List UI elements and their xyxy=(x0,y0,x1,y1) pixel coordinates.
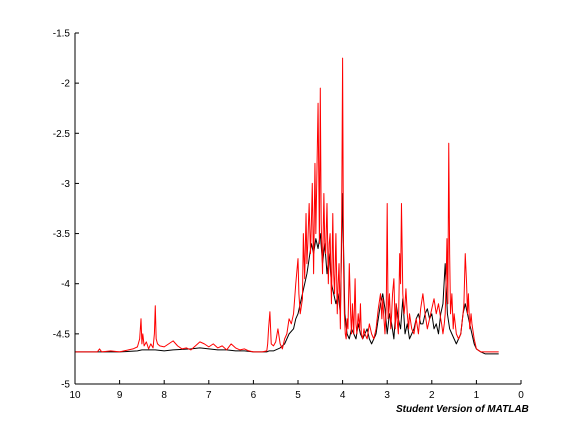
x-tick-label: 8 xyxy=(161,390,167,401)
y-tick-label: -2.5 xyxy=(53,129,71,140)
x-tick-label: 0 xyxy=(518,390,524,401)
y-tick-label: -5 xyxy=(61,380,70,391)
y-tick-label: -4 xyxy=(61,279,70,290)
series-layer xyxy=(75,57,499,355)
plot-area xyxy=(75,33,521,384)
x-tick-label: 4 xyxy=(340,390,346,401)
y-tick-label: -2 xyxy=(61,79,70,90)
y-tick-label: -4.5 xyxy=(53,329,71,340)
student-version-watermark: Student Version of MATLAB xyxy=(396,404,529,415)
tick-layer: 10 9 8 7 6 5 4 3 2 1 0-1.5-2-2.5-3-3.5-4-4.5-5 xyxy=(53,29,524,402)
x-tick-label: 10 xyxy=(69,390,81,401)
x-tick-label: 7 xyxy=(206,390,212,401)
series-line-2 xyxy=(75,57,499,353)
x-tick-label: 6 xyxy=(251,390,257,401)
x-tick-label: 9 xyxy=(117,390,123,401)
y-tick-label: -3.5 xyxy=(53,229,71,240)
x-tick-label: 2 xyxy=(429,390,435,401)
x-tick-label: 5 xyxy=(295,390,301,401)
y-tick-label: -1.5 xyxy=(53,29,71,40)
x-tick-label: 3 xyxy=(384,390,390,401)
x-tick-label: 1 xyxy=(474,390,480,401)
y-tick-label: -3 xyxy=(61,179,70,190)
